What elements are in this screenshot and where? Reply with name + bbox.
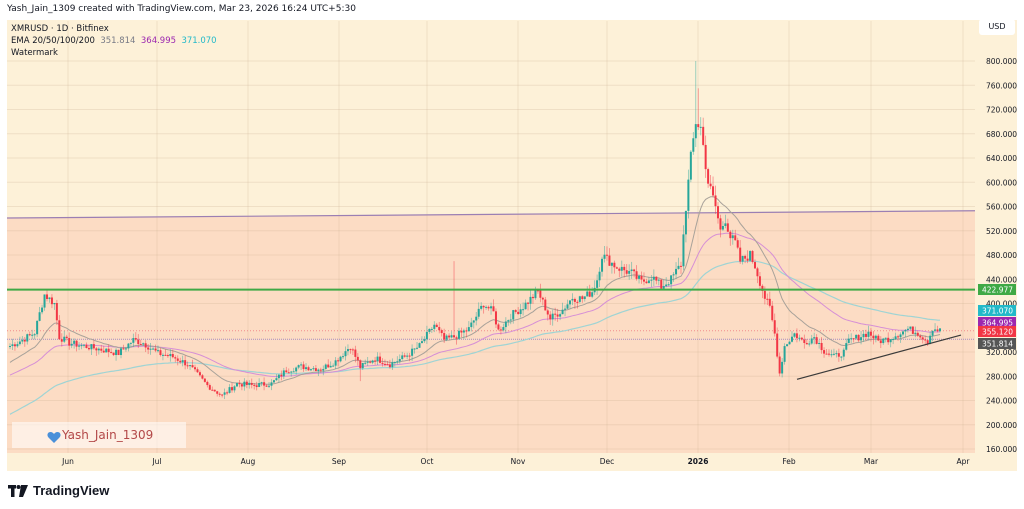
svg-text:2026: 2026	[688, 457, 709, 466]
svg-text:Nov: Nov	[511, 457, 526, 466]
svg-text:Oct: Oct	[421, 457, 434, 466]
svg-text:520.000: 520.000	[986, 227, 1017, 236]
svg-text:440.000: 440.000	[986, 275, 1017, 284]
svg-text:364.995: 364.995	[982, 319, 1013, 328]
svg-text:160.000: 160.000	[986, 445, 1017, 454]
svg-text:280.000: 280.000	[986, 372, 1017, 381]
svg-text:600.000: 600.000	[986, 178, 1017, 187]
svg-text:Sep: Sep	[332, 457, 346, 466]
svg-text:Jul: Jul	[151, 457, 161, 466]
svg-text:480.000: 480.000	[986, 251, 1017, 260]
time-axis: Jun Jul Aug Sep Oct Nov Dec 2026 Feb Mar Apr	[7, 453, 975, 470]
ema-legend-row[interactable]: EMA 20/50/100/200 351.814 364.995 371.07…	[11, 35, 217, 47]
price-axis: 800.000 760.000 720.000 680.000 640.000 600.0…	[975, 20, 1017, 470]
svg-text:422.977: 422.977	[982, 286, 1013, 295]
svg-text:400.000: 400.000	[986, 300, 1017, 309]
svg-text:320.000: 320.000	[986, 348, 1017, 357]
tradingview-wordmark: TradingView	[33, 483, 110, 498]
ema-label: EMA 20/50/100/200	[11, 36, 95, 46]
chart-credit: Yash_Jain_1309 created with TradingView.…	[7, 4, 356, 14]
svg-text:760.000: 760.000	[986, 81, 1017, 90]
candles	[9, 61, 941, 400]
svg-text:640.000: 640.000	[986, 154, 1017, 163]
svg-text:Dec: Dec	[600, 457, 615, 466]
svg-text:371.070: 371.070	[982, 307, 1013, 316]
svg-text:720.000: 720.000	[986, 106, 1017, 115]
svg-text:800.000: 800.000	[986, 57, 1017, 66]
svg-text:200.000: 200.000	[986, 421, 1017, 430]
svg-text:Jun: Jun	[61, 457, 74, 466]
svg-text:Mar: Mar	[864, 457, 879, 466]
svg-text:240.000: 240.000	[986, 397, 1017, 406]
tradingview-branding[interactable]: TradingView	[8, 483, 109, 498]
ema50-value: 364.995	[140, 36, 177, 46]
svg-text:355.120: 355.120	[982, 328, 1013, 337]
svg-text:680.000: 680.000	[986, 130, 1017, 139]
svg-text:560.000: 560.000	[986, 203, 1017, 212]
watermark-legend-row[interactable]: Watermark	[11, 48, 58, 58]
heart-icon	[47, 429, 61, 443]
tradingview-logo-icon	[8, 484, 28, 497]
ema100-value: 371.070	[181, 36, 217, 46]
ema20-value: 351.814	[100, 36, 136, 46]
currency-button[interactable]: USD	[979, 19, 1015, 35]
svg-text:Apr: Apr	[957, 457, 971, 466]
watermark-text: Yash_Jain_1309	[62, 428, 154, 442]
ascending-trendline	[796, 334, 962, 380]
svg-text:Aug: Aug	[241, 457, 256, 466]
watermark-box: Yash_Jain_1309	[12, 422, 186, 448]
svg-text:Feb: Feb	[782, 457, 796, 466]
chart-legend: XMRUSD · 1D · Bitfinex EMA 20/50/100/200…	[11, 23, 217, 59]
svg-text:351.814: 351.814	[982, 340, 1013, 349]
symbol-title[interactable]: XMRUSD · 1D · Bitfinex	[11, 24, 109, 34]
